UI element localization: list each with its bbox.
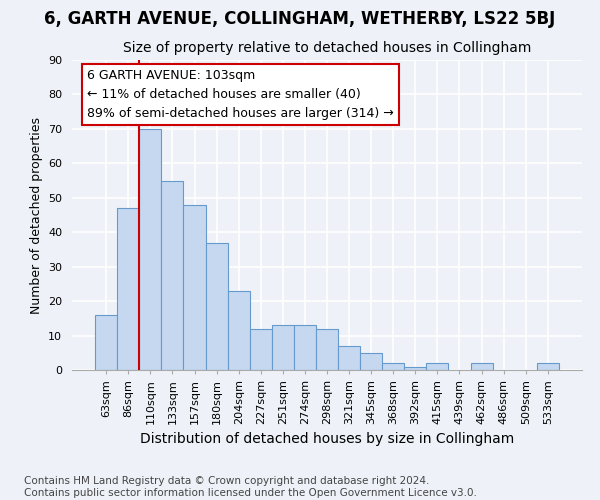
Title: Size of property relative to detached houses in Collingham: Size of property relative to detached ho… <box>123 40 531 54</box>
Text: 6, GARTH AVENUE, COLLINGHAM, WETHERBY, LS22 5BJ: 6, GARTH AVENUE, COLLINGHAM, WETHERBY, L… <box>44 10 556 28</box>
Text: 6 GARTH AVENUE: 103sqm
← 11% of detached houses are smaller (40)
89% of semi-det: 6 GARTH AVENUE: 103sqm ← 11% of detached… <box>88 70 394 120</box>
Bar <box>250 328 272 370</box>
Y-axis label: Number of detached properties: Number of detached properties <box>29 116 43 314</box>
Bar <box>95 315 117 370</box>
Bar <box>272 325 294 370</box>
Bar <box>139 129 161 370</box>
Bar <box>360 353 382 370</box>
Bar <box>382 363 404 370</box>
Bar <box>161 180 184 370</box>
Bar <box>404 366 427 370</box>
Bar <box>537 363 559 370</box>
Bar <box>294 325 316 370</box>
Bar <box>338 346 360 370</box>
Bar <box>206 242 227 370</box>
Bar <box>470 363 493 370</box>
Bar <box>316 328 338 370</box>
Bar <box>184 204 206 370</box>
Bar <box>227 291 250 370</box>
Bar <box>117 208 139 370</box>
X-axis label: Distribution of detached houses by size in Collingham: Distribution of detached houses by size … <box>140 432 514 446</box>
Text: Contains HM Land Registry data © Crown copyright and database right 2024.
Contai: Contains HM Land Registry data © Crown c… <box>24 476 477 498</box>
Bar <box>427 363 448 370</box>
